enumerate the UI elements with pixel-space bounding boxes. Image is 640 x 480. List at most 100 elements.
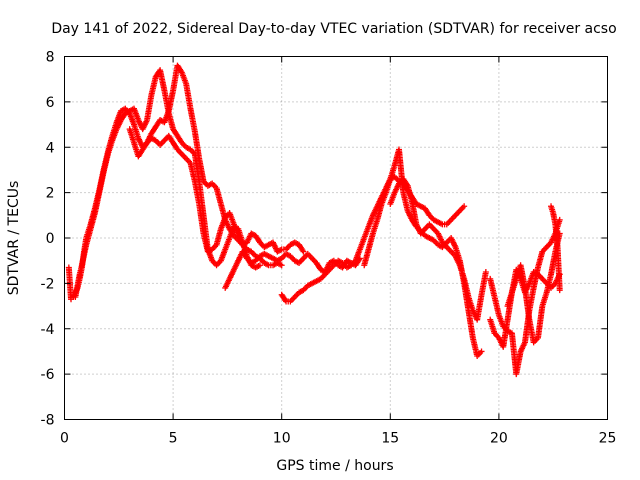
data-point [435, 241, 444, 250]
data-point [478, 348, 485, 355]
data-point [343, 257, 353, 266]
data-point [296, 256, 305, 266]
data-point [126, 106, 136, 114]
data-point [430, 216, 440, 225]
data-point [196, 155, 207, 183]
data-point [391, 173, 401, 183]
data-point [248, 230, 258, 238]
data-point [461, 203, 468, 210]
data-point [443, 236, 453, 246]
data-point [291, 239, 301, 248]
series-track-6 [361, 146, 485, 359]
axis-ticks [64, 56, 608, 420]
data-point [191, 178, 202, 206]
data-point [287, 295, 297, 305]
data-point [148, 125, 158, 137]
data-point [100, 152, 111, 176]
x-axis-tick-labels: 0 5 10 15 20 25 [60, 431, 616, 447]
data-point [491, 330, 501, 340]
data-point [400, 189, 411, 213]
data-point [157, 117, 166, 125]
data-point [287, 253, 297, 263]
y-tick-label: 6 [46, 95, 55, 111]
data-points [65, 62, 563, 378]
data-point [521, 284, 533, 322]
data-point [448, 213, 458, 223]
data-point [252, 232, 263, 245]
data-point [556, 216, 563, 223]
data-point [548, 250, 559, 278]
data-point [287, 240, 297, 248]
data-point [283, 298, 292, 305]
data-point [539, 245, 549, 255]
data-point [252, 254, 262, 264]
data-point [139, 141, 150, 153]
data-point [117, 106, 127, 114]
series-track-7 [387, 176, 489, 323]
data-point [539, 275, 549, 285]
x-axis-title: GPS time / hours [276, 458, 393, 474]
data-point [530, 269, 540, 277]
data-point [552, 221, 561, 249]
data-point [361, 247, 372, 269]
data-point [413, 200, 423, 209]
data-point [91, 191, 102, 217]
data-point [187, 146, 197, 156]
data-point [270, 260, 279, 269]
data-point [291, 257, 301, 266]
data-point [469, 334, 480, 358]
data-point [261, 242, 271, 251]
data-point [500, 318, 511, 350]
data-point [304, 250, 314, 260]
data-point [235, 237, 245, 247]
x-tick-label: 0 [60, 431, 69, 447]
data-point [83, 227, 94, 248]
data-point [191, 151, 202, 183]
data-point [270, 239, 280, 254]
y-tick-label: -6 [41, 367, 55, 383]
data-point [209, 243, 219, 253]
data-point [96, 170, 107, 196]
data-point [191, 128, 202, 160]
data-point [170, 139, 180, 152]
data-point [543, 241, 553, 251]
data-point [252, 262, 262, 271]
data-point [417, 203, 427, 211]
data-point [243, 255, 253, 265]
data-point [178, 139, 188, 149]
data-point [422, 222, 431, 232]
data-point [309, 255, 319, 265]
data-point [187, 160, 198, 183]
data-point [543, 272, 554, 296]
data-point [217, 200, 228, 222]
data-point [517, 340, 528, 355]
data-point [304, 281, 314, 289]
data-point [278, 246, 287, 253]
data-point [248, 248, 258, 258]
y-tick-label: 0 [46, 231, 55, 247]
data-point [300, 248, 307, 255]
series-track-3 [126, 62, 307, 255]
data-point [161, 134, 171, 144]
y-axis-title: SDTVAR / TECUs [6, 181, 22, 296]
data-point [270, 255, 279, 263]
data-point [239, 248, 250, 261]
data-point [326, 258, 336, 266]
data-point [248, 258, 258, 266]
data-point [183, 80, 194, 111]
data-point [78, 243, 89, 269]
data-point [309, 278, 319, 287]
data-point [165, 132, 176, 145]
data-point [274, 247, 284, 255]
data-point [517, 262, 528, 290]
data-point [491, 293, 502, 317]
data-point [456, 204, 466, 214]
data-point [539, 291, 550, 310]
data-point [422, 205, 432, 217]
data-point [474, 293, 485, 323]
data-point [534, 304, 546, 341]
data-point [152, 137, 162, 147]
series-track-4 [222, 248, 363, 291]
data-point [548, 231, 558, 246]
